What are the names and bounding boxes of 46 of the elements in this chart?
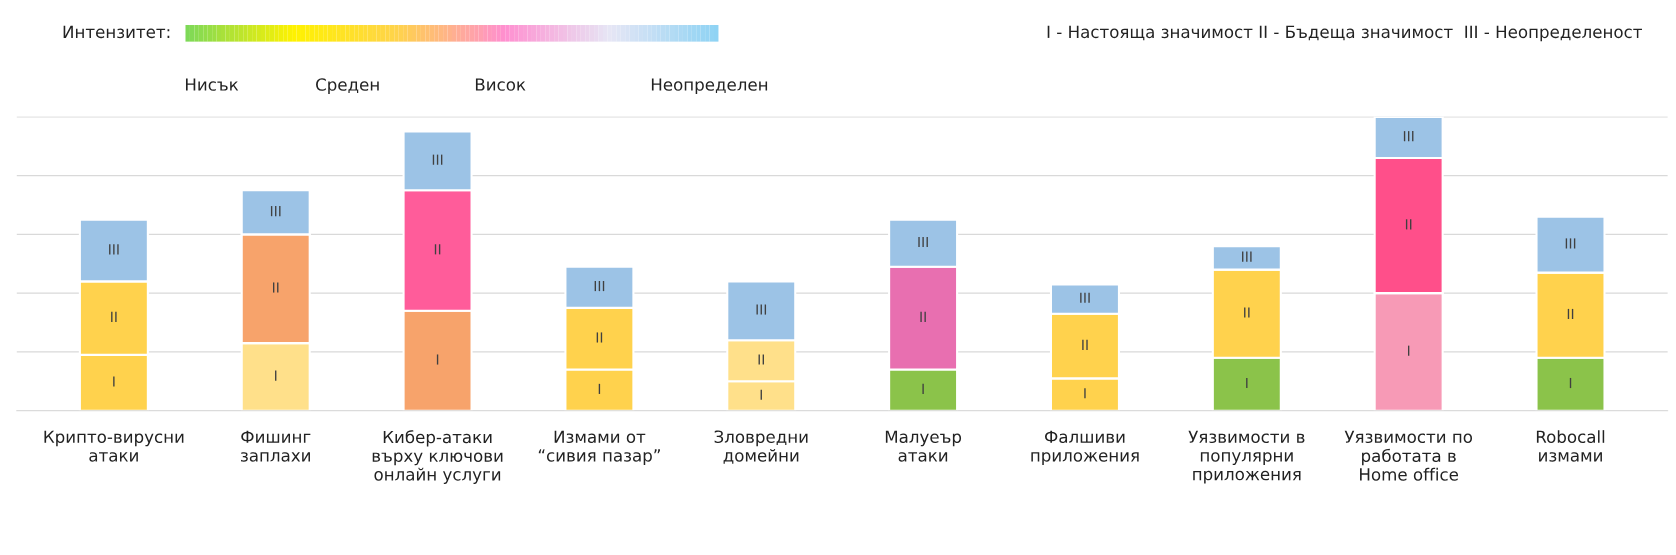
series-label: I <box>760 389 762 400</box>
x-tick-label: Уязвимости по работата в Home office <box>1344 430 1473 481</box>
text: I <box>1569 377 1572 389</box>
x-tick-label: Измами от “сивия пазар” <box>538 430 660 465</box>
text: II <box>1244 307 1250 318</box>
text: I <box>1407 345 1410 356</box>
text: II <box>111 311 117 322</box>
text: III <box>756 304 767 315</box>
text: III <box>432 154 443 165</box>
text: III <box>594 280 605 292</box>
text: II <box>920 311 926 322</box>
text: III <box>1403 131 1414 142</box>
series-label: III <box>1242 251 1252 262</box>
text: II <box>1567 308 1574 320</box>
text: I <box>436 354 439 365</box>
x-tick-label: Фалшиви приложения <box>1031 430 1139 465</box>
text: Интензитет: <box>63 25 170 39</box>
text: I <box>113 376 115 387</box>
x-tick-label: Крипто-вирусни атаки <box>44 430 184 462</box>
x-tick-label: Robocall измами <box>1536 430 1605 462</box>
text: II <box>1405 219 1412 230</box>
text: III <box>270 206 281 217</box>
x-tick-label: Уязвимости в популярни приложения <box>1188 430 1305 484</box>
text: III <box>109 244 119 255</box>
x-tick-label: Малуеър атаки <box>885 430 962 462</box>
text: III <box>1080 292 1090 303</box>
text: II <box>434 244 441 255</box>
x-tick-label: Кибер-атаки върху ключови онлайн услуги <box>372 430 503 484</box>
text: I <box>1084 388 1086 399</box>
text: II <box>1082 339 1088 350</box>
text: I <box>922 383 924 394</box>
text: Среден <box>316 78 379 95</box>
x-tick-label: Зловредни домейни <box>714 430 808 464</box>
text: I <box>1246 377 1248 389</box>
text: II <box>596 332 603 343</box>
x-tick-label: Фишинг заплахи <box>241 430 311 462</box>
text: Нисък <box>186 78 239 91</box>
text: Неопределен <box>651 78 768 95</box>
text: I - Настояща значимост II - Бъдеща значимост III - Неопределеност <box>1047 25 1642 42</box>
text: I <box>275 370 277 381</box>
text: II <box>272 282 279 293</box>
text: Висок <box>475 78 526 91</box>
text: I <box>598 383 601 394</box>
text: III <box>1565 238 1576 249</box>
text: III <box>918 236 928 248</box>
series-label: II <box>758 354 764 365</box>
